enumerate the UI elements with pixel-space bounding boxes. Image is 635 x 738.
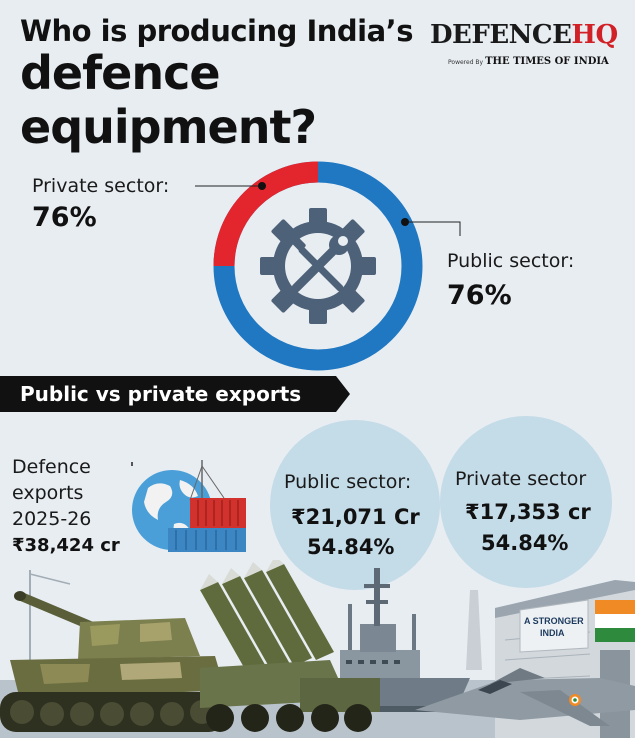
sector-donut-chart bbox=[195, 161, 461, 371]
private-exports-amount: ₹17,353 cr bbox=[465, 500, 591, 524]
gear-wrench-icon bbox=[260, 208, 376, 324]
donut-private-segment bbox=[213, 161, 319, 267]
exports-label-line-1: Defence bbox=[12, 456, 91, 478]
public-leader-line bbox=[405, 221, 461, 236]
missile-launcher bbox=[200, 560, 380, 732]
military-equipment-illustration: A STRONGER INDIA bbox=[0, 560, 635, 738]
title-line-1: Who is producing India’s bbox=[20, 14, 413, 48]
public-sector-label: Public sector: bbox=[447, 250, 575, 272]
brand-name-main: DEFENCE bbox=[430, 20, 572, 50]
exports-banner-bg bbox=[0, 376, 350, 412]
public-exports-amount: ₹21,071 Cr bbox=[291, 505, 420, 529]
stronger-india-sign: A STRONGER INDIA bbox=[519, 599, 589, 653]
title-line-2: defence bbox=[20, 46, 221, 100]
exports-banner-title: Public vs private exports bbox=[20, 382, 302, 406]
globe-containers-icon bbox=[131, 460, 246, 552]
publisher-name: THE TIMES OF INDIA bbox=[485, 56, 609, 67]
sign-line-2: INDIA bbox=[540, 628, 565, 638]
title-line-3: equipment? bbox=[20, 100, 317, 154]
exports-total-value: ₹38,424 cr bbox=[12, 535, 120, 556]
public-exports-pct: 54.84% bbox=[307, 535, 395, 559]
public-leader-dot bbox=[401, 218, 409, 226]
defencehq-logo: DEFENCEHQ bbox=[430, 20, 618, 50]
private-exports-pct: 54.84% bbox=[481, 531, 569, 555]
sign-line-1: A STRONGER bbox=[524, 616, 584, 626]
public-sector-value: 76% bbox=[447, 280, 512, 311]
private-exports-label: Private sector bbox=[455, 468, 587, 490]
exports-label-line-2: exports bbox=[12, 482, 84, 504]
private-exports-bubble bbox=[440, 416, 612, 588]
public-exports-bubble bbox=[270, 420, 440, 590]
brand-name-accent: HQ bbox=[571, 20, 618, 50]
private-sector-value: 76% bbox=[32, 202, 97, 233]
exports-label-line-3: 2025-26 bbox=[12, 508, 92, 530]
private-sector-label: Private sector: bbox=[32, 175, 170, 197]
powered-by-text: Powered By bbox=[448, 59, 484, 66]
public-exports-label: Public sector: bbox=[284, 471, 412, 493]
fighter-jet bbox=[415, 668, 635, 726]
tank bbox=[0, 591, 225, 732]
private-leader-dot bbox=[258, 182, 266, 190]
brand-powered-by: Powered By THE TIMES OF INDIA bbox=[448, 56, 609, 67]
